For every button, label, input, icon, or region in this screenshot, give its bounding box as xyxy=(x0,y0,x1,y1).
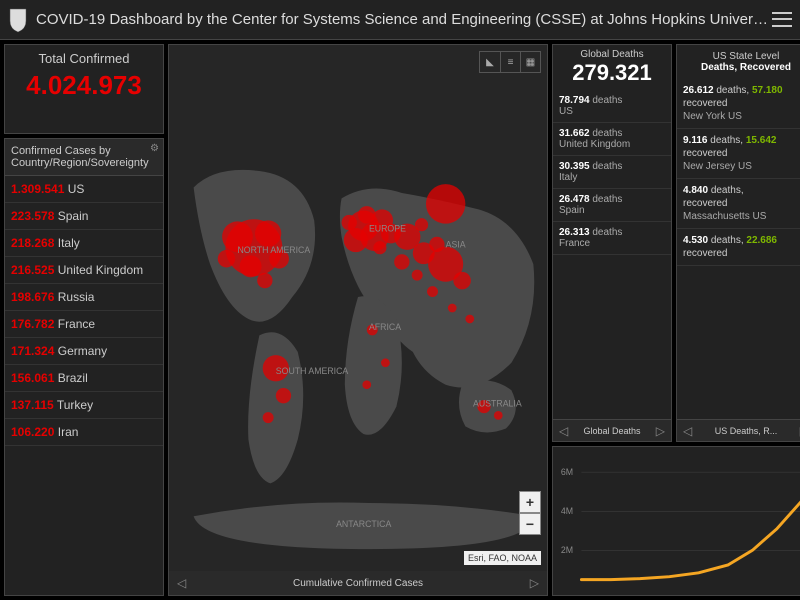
confirmed-row[interactable]: 176.782 France xyxy=(5,311,163,338)
map-next-button[interactable]: ▷ xyxy=(530,576,539,590)
world-map[interactable]: NORTH AMERICA EUROPE ASIA AFRICA SOUTH AMERI… xyxy=(169,45,547,571)
total-confirmed-panel: Total Confirmed 4.024.973 xyxy=(4,44,164,134)
svg-text:NORTH AMERICA: NORTH AMERICA xyxy=(237,245,310,255)
deaths-prev-button[interactable]: ◁ xyxy=(559,424,568,438)
cases-chart: 6M 4M 2M xyxy=(557,451,800,591)
header-bar: COVID-19 Dashboard by the Center for Sys… xyxy=(0,0,800,40)
state-row[interactable]: 26.612 deaths, 57.180recoveredNew York U… xyxy=(677,79,800,129)
death-row[interactable]: 78.794 deathsUS xyxy=(553,90,671,123)
confirmed-row[interactable]: 223.578 Spain xyxy=(5,203,163,230)
confirmed-row[interactable]: 106.220 Iran xyxy=(5,419,163,446)
svg-text:EUROPE: EUROPE xyxy=(369,223,406,233)
state-row[interactable]: 4.530 deaths, 22.686recovered xyxy=(677,229,800,266)
page-title: COVID-19 Dashboard by the Center for Sys… xyxy=(36,11,772,28)
zoom-in-button[interactable]: + xyxy=(519,491,541,513)
confirmed-cases-panel: Confirmed Cases by Country/Region/Sovere… xyxy=(4,138,164,596)
menu-button[interactable] xyxy=(772,10,792,30)
confirmed-row[interactable]: 137.115 Turkey xyxy=(5,392,163,419)
confirmed-list-header: Confirmed Cases by Country/Region/Sovere… xyxy=(5,139,163,176)
global-deaths-panel: Global Deaths 279.321 78.794 deathsUS31.… xyxy=(552,44,672,442)
svg-text:6M: 6M xyxy=(561,467,573,477)
deaths-nav: ◁ Global Deaths ▷ xyxy=(553,419,671,441)
svg-text:AFRICA: AFRICA xyxy=(369,322,401,332)
total-confirmed-label: Total Confirmed xyxy=(11,51,157,66)
death-row[interactable]: 31.662 deathsUnited Kingdom xyxy=(553,123,671,156)
confirmed-row[interactable]: 216.525 United Kingdom xyxy=(5,257,163,284)
state-prev-button[interactable]: ◁ xyxy=(683,424,692,438)
timeseries-chart-panel: 6M 4M 2M xyxy=(552,446,800,596)
bookmark-icon[interactable]: ◣ xyxy=(480,52,500,72)
svg-text:ASIA: ASIA xyxy=(446,240,466,250)
map-prev-button[interactable]: ◁ xyxy=(177,576,186,590)
total-confirmed-value: 4.024.973 xyxy=(11,70,157,101)
global-deaths-value: 279.321 xyxy=(557,60,667,86)
zoom-out-button[interactable]: − xyxy=(519,513,541,535)
confirmed-row[interactable]: 156.061 Brazil xyxy=(5,365,163,392)
svg-text:4M: 4M xyxy=(561,506,573,516)
basemap-icon[interactable]: ▦ xyxy=(520,52,540,72)
death-row[interactable]: 30.395 deathsItaly xyxy=(553,156,671,189)
state-row[interactable]: 9.116 deaths, 15.642recoveredNew Jersey … xyxy=(677,129,800,179)
map-attribution: Esri, FAO, NOAA xyxy=(464,551,541,565)
state-row[interactable]: 4.840 deaths, recoveredMassachusetts US xyxy=(677,179,800,229)
death-row[interactable]: 26.478 deathsSpain xyxy=(553,189,671,222)
zoom-controls: + − xyxy=(519,491,541,535)
confirmed-row[interactable]: 171.324 Germany xyxy=(5,338,163,365)
state-nav: ◁ US Deaths, R... ▷ xyxy=(677,419,800,441)
death-row[interactable]: 26.313 deathsFrance xyxy=(553,222,671,255)
map-toolbar: ◣ ≡ ▦ xyxy=(479,51,541,73)
map-footer: ◁ Cumulative Confirmed Cases ▷ xyxy=(169,571,547,595)
svg-text:SOUTH AMERICA: SOUTH AMERICA xyxy=(276,366,349,376)
jhu-shield-icon xyxy=(8,7,28,33)
global-deaths-label: Global Deaths xyxy=(557,49,667,60)
state-label-1: US State Level xyxy=(683,51,800,62)
confirmed-row[interactable]: 198.676 Russia xyxy=(5,284,163,311)
map-panel: ◣ ≡ ▦ NORTH AMERICA EUROPE ASIA AFRICA SOUTH… xyxy=(168,44,548,596)
confirmed-row[interactable]: 218.268 Italy xyxy=(5,230,163,257)
confirmed-row[interactable]: 1.309.541 US xyxy=(5,176,163,203)
state-label-2: Deaths, Recovered xyxy=(683,62,800,73)
svg-text:2M: 2M xyxy=(561,545,573,555)
svg-text:ANTARCTICA: ANTARCTICA xyxy=(336,519,391,529)
svg-text:AUSTRALIA: AUSTRALIA xyxy=(473,399,522,409)
map-footer-label: Cumulative Confirmed Cases xyxy=(293,578,423,589)
deaths-next-button[interactable]: ▷ xyxy=(656,424,665,438)
legend-icon[interactable]: ≡ xyxy=(500,52,520,72)
us-state-panel: US State Level Deaths, Recovered 26.612 … xyxy=(676,44,800,442)
gear-icon[interactable]: ⚙ xyxy=(150,143,159,154)
